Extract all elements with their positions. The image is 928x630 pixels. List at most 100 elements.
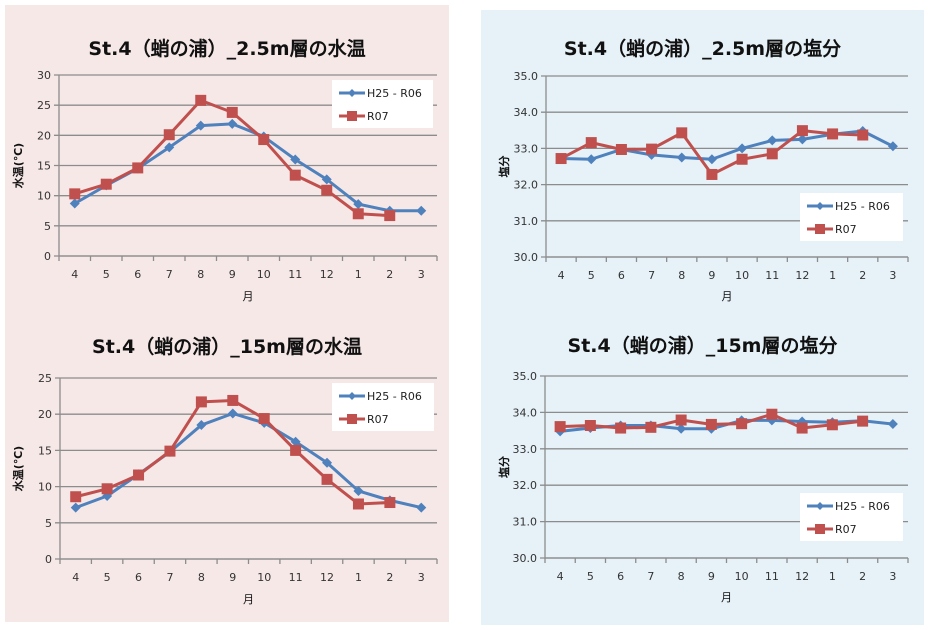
data-point-r07 [100,178,112,190]
x-tick-label: 8 [197,268,204,281]
x-tick-label: 10 [735,570,749,583]
y-tick-label: 15 [38,444,52,457]
y-tick-label: 33.0 [513,443,538,456]
legend-label: H25 - R06 [367,87,422,100]
x-tick-label: 7 [647,570,654,583]
legend-label: H25 - R06 [835,500,890,513]
data-point-r07 [132,162,144,174]
x-tick-label: 10 [257,268,271,281]
y-tick-label: 0 [45,553,52,566]
data-point-r07 [736,418,748,430]
data-point-h25-r06 [767,135,778,146]
data-point-r07 [133,469,145,481]
x-tick-label: 5 [104,571,111,584]
y-tick-label: 15 [37,160,51,173]
data-point-r07 [352,498,364,510]
data-point-r07 [766,148,778,160]
x-tick-label: 12 [795,269,809,282]
y-tick-label: 0 [44,250,51,263]
data-point-h25-r06 [227,408,238,419]
data-point-r07 [584,420,596,432]
legend: H25 - R06 R07 [800,493,903,541]
data-point-h25-r06 [321,174,332,185]
y-axis-label: 水温(℃) [11,143,25,188]
y-tick-label: 5 [45,517,52,530]
legend-label: R07 [367,413,389,426]
x-tick-label: 11 [765,570,779,583]
data-point-r07 [585,137,597,149]
y-tick-label: 25 [37,99,51,112]
legend-marker-square [347,414,357,424]
legend-marker-diamond [348,89,356,97]
data-point-r07 [555,153,567,165]
data-point-r07 [164,445,176,457]
series-line-h25-r06 [74,122,422,213]
x-tick-label: 6 [618,269,625,282]
data-point-h25-r06 [676,152,687,163]
data-point-r07 [258,134,270,146]
chart-panel-salinity-2-5m: St.4（蛸の浦）_2.5m層の塩分 30.0 31.0 32.0 33.0 34.0 35… [481,10,924,312]
data-point-r07 [615,422,627,434]
data-point-h25-r06 [737,143,748,154]
legend-marker-square [815,224,825,234]
data-point-r07 [675,414,687,426]
x-axis-label: 月 [721,591,732,604]
legend-label: H25 - R06 [835,200,890,213]
data-point-h25-r06 [676,423,687,434]
data-point-r07 [766,408,778,420]
data-point-h25-r06 [353,485,364,496]
data-point-h25-r06 [887,141,898,152]
y-tick-label: 31.0 [513,516,538,529]
data-point-r07 [101,483,113,495]
data-point-r07 [857,415,869,427]
data-point-r07 [857,129,869,141]
y-tick-label: 20 [38,408,52,421]
x-axis-label: 月 [243,290,254,303]
x-axis-label: 月 [722,290,733,303]
chart-title: St.4（蛸の浦）_15m層の塩分 [568,334,838,357]
data-point-h25-r06 [196,420,207,431]
y-tick-label: 25 [38,372,52,385]
data-point-h25-r06 [164,142,175,153]
data-point-h25-r06 [887,419,898,430]
x-tick-label: 8 [678,269,685,282]
data-point-r07 [645,421,657,433]
x-tick-label: 5 [103,268,110,281]
x-tick-label: 10 [735,269,749,282]
data-point-r07 [226,106,238,118]
chart-title: St.4（蛸の浦）_2.5m層の塩分 [564,37,841,60]
data-point-r07 [554,421,566,433]
chart-title: St.4（蛸の浦）_15m層の水温 [92,335,362,358]
x-tick-label: 12 [320,571,334,584]
data-point-r07 [321,184,333,196]
x-tick-label: 3 [418,571,425,584]
data-point-r07 [69,188,81,200]
data-point-r07 [826,419,838,431]
x-tick-label: 2 [386,268,393,281]
x-tick-label: 1 [355,571,362,584]
x-tick-label: 4 [558,269,565,282]
data-point-h25-r06 [69,198,80,209]
data-point-h25-r06 [416,502,427,513]
legend-label: R07 [835,223,857,236]
y-tick-label: 10 [37,190,51,203]
x-tick-label: 7 [648,269,655,282]
data-point-r07 [195,396,207,408]
data-point-h25-r06 [353,199,364,210]
data-point-h25-r06 [586,154,597,165]
data-point-r07 [384,497,396,509]
legend: H25 - R06 R07 [332,383,434,431]
data-point-r07 [163,129,175,141]
legend-marker-diamond [816,502,824,510]
y-axis-label: 塩分 [497,156,511,178]
legend-marker-square [815,524,825,534]
x-tick-label: 4 [72,571,79,584]
data-point-h25-r06 [766,415,777,426]
data-point-h25-r06 [706,154,717,165]
y-tick-label: 33.0 [514,142,539,155]
y-tick-label: 20 [37,129,51,142]
x-tick-label: 9 [229,571,236,584]
data-point-h25-r06 [70,502,81,513]
chart-panel-temp-15m: St.4（蛸の浦）_15m層の水温 0 5 10 15 20 25 4 5 6 7 8 9 10 11 12 1… [5,310,449,622]
